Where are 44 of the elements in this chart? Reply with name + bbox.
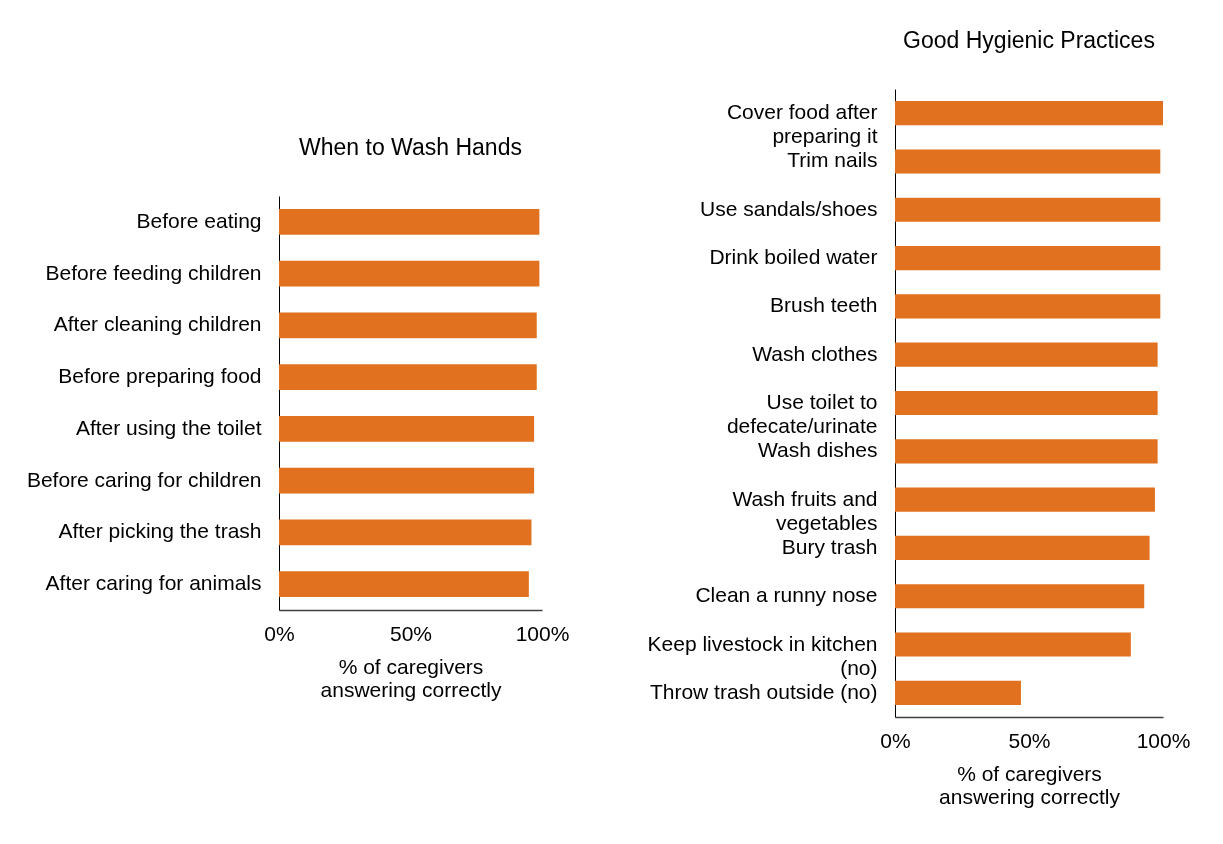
y-tick-label: Brush teeth [770, 293, 878, 317]
bar [895, 439, 1158, 464]
x-axis-title: % of caregivers answering correctly [320, 654, 502, 701]
chart-title: Good Hygienic Practices [903, 27, 1155, 53]
bar [895, 294, 1161, 319]
y-tick-label: Bury trash [781, 534, 878, 558]
x-tick-label: 50% [1008, 728, 1051, 752]
y-tick-label: Clean a runny nose [695, 583, 878, 607]
chart-title: When to Wash Hands [299, 134, 522, 160]
y-tick-label: Wash dishes [758, 438, 878, 462]
y-tick-label: After caring for animals [45, 571, 262, 595]
bar [895, 390, 1158, 416]
bar [895, 101, 1163, 126]
y-tick-label: After using the toilet [75, 415, 262, 439]
y-tick-label: Wash fruits and vegetables [732, 486, 878, 534]
y-tick-label: Wash clothes [752, 341, 878, 365]
y-tick-label: Throw trash outside (no) [649, 679, 878, 703]
x-tick-label: 100% [515, 621, 570, 645]
bar [895, 246, 1161, 271]
x-tick-label: 50% [389, 621, 433, 645]
bar [895, 149, 1161, 174]
bar [895, 632, 1131, 657]
bar [895, 680, 1021, 705]
bar [895, 197, 1161, 222]
x-tick-label: 0% [880, 728, 911, 752]
y-tick-label: Cover food after preparing it [726, 100, 878, 148]
y-tick-label: After picking the trash [58, 519, 262, 543]
y-tick-label: After cleaning children [53, 312, 262, 336]
x-axis-title: % of caregivers answering correctly [939, 761, 1121, 808]
y-tick-label: Before caring for children [26, 467, 262, 491]
x-tick-label: 0% [264, 621, 295, 645]
y-tick-label: Keep livestock in kitchen (no) [647, 631, 878, 679]
y-tick-label: Before eating [136, 208, 262, 232]
x-tick-label: 100% [1136, 728, 1191, 752]
y-tick-label: Before feeding children [45, 260, 262, 284]
y-tick-label: Before preparing food [58, 364, 262, 388]
y-tick-label: Drink boiled water [709, 245, 878, 269]
bar [895, 535, 1150, 560]
bar [895, 487, 1155, 512]
y-tick-label: Trim nails [787, 148, 878, 172]
bar [895, 342, 1158, 367]
y-tick-label: Use toilet to defecate/urinate [726, 390, 878, 437]
y-tick-label: Use sandals/shoes [700, 196, 878, 220]
bar [895, 584, 1145, 609]
